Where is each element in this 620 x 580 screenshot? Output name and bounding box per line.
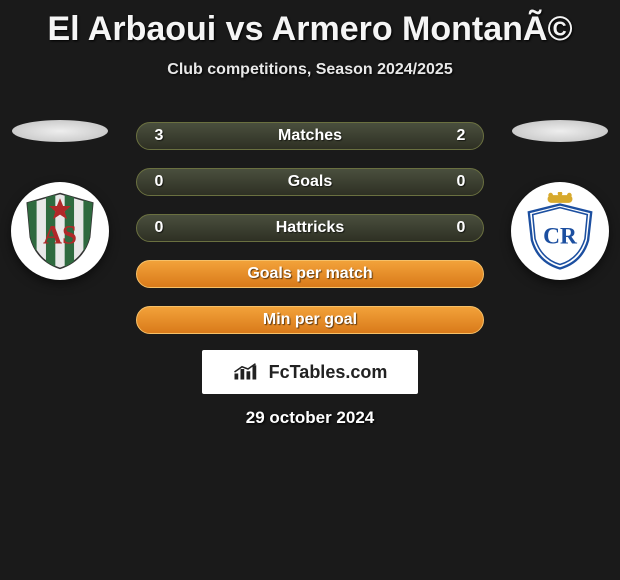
stat-left-value: 0 [151, 173, 167, 191]
left-side: AS [0, 110, 120, 370]
right-player-plate [512, 120, 608, 142]
svg-text:AS: AS [43, 219, 77, 249]
crest-right-svg: CR [521, 192, 599, 270]
stat-row-goals-per-match: Goals per match [136, 260, 484, 288]
bars-icon [233, 362, 263, 382]
stat-right-value: 0 [453, 173, 469, 191]
comparison-card: El Arbaoui vs Armero MontanÃ© Club compe… [0, 0, 620, 580]
stat-label: Hattricks [137, 219, 483, 237]
stat-right-value: 0 [453, 219, 469, 237]
stat-label: Goals per match [137, 265, 483, 283]
stat-rows: 3 Matches 2 0 Goals 0 0 Hattricks 0 Goal… [136, 122, 484, 334]
crest-left-svg: AS [21, 192, 99, 270]
brand-text: FcTables.com [269, 362, 388, 383]
left-club-crest: AS [11, 182, 109, 280]
page-title: El Arbaoui vs Armero MontanÃ© [0, 0, 620, 49]
stat-left-value: 0 [151, 219, 167, 237]
content-area: AS CR [0, 110, 620, 370]
stat-row-goals: 0 Goals 0 [136, 168, 484, 196]
right-side: CR [500, 110, 620, 370]
left-player-plate [12, 120, 108, 142]
stat-row-matches: 3 Matches 2 [136, 122, 484, 150]
stat-left-value: 3 [151, 127, 167, 145]
subtitle: Club competitions, Season 2024/2025 [0, 61, 620, 79]
stat-row-min-per-goal: Min per goal [136, 306, 484, 334]
svg-text:CR: CR [543, 223, 578, 249]
stat-label: Matches [137, 127, 483, 145]
brand-logo: FcTables.com [202, 350, 418, 394]
stat-right-value: 2 [453, 127, 469, 145]
stat-row-hattricks: 0 Hattricks 0 [136, 214, 484, 242]
stat-label: Min per goal [137, 311, 483, 329]
right-club-crest: CR [511, 182, 609, 280]
stat-label: Goals [137, 173, 483, 191]
generated-date: 29 october 2024 [0, 408, 620, 428]
